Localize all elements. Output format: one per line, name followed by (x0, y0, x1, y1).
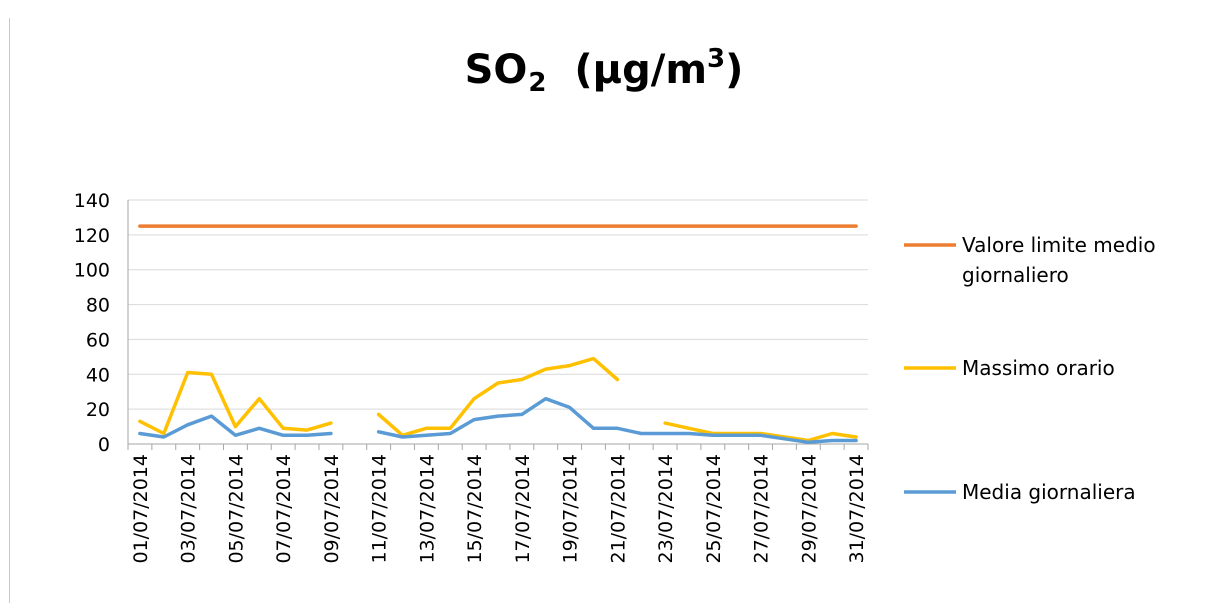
x-tick-label: 19/07/2014 (560, 454, 582, 564)
legend-label-1: Massimo orario (962, 356, 1115, 380)
left-border-line (9, 18, 10, 603)
y-tick-label-0: 0 (98, 434, 110, 456)
y-tick-label-100: 100 (74, 260, 110, 282)
title-main: SO (464, 47, 528, 93)
y-tick-label-80: 80 (86, 295, 110, 317)
y-tick-label-140: 140 (74, 190, 110, 212)
legend-label-line: Massimo orario (962, 356, 1115, 380)
x-tick-label: 17/07/2014 (512, 454, 534, 564)
x-tick-label: 13/07/2014 (416, 454, 438, 564)
y-tick-label-120: 120 (74, 225, 110, 247)
series-lines (138, 224, 858, 445)
series-line-1 (138, 370, 333, 436)
chart-title: SO2 (μg/m3) (0, 44, 1208, 98)
x-tick-label: 27/07/2014 (751, 454, 773, 564)
y-tick-label-60: 60 (86, 329, 110, 351)
title-subscript: 2 (528, 68, 547, 98)
title-units-post: ) (725, 47, 744, 93)
x-tick-label: 01/07/2014 (130, 454, 152, 564)
legend-label-line: Media giornaliera (962, 480, 1136, 504)
x-tick-label: 31/07/2014 (846, 454, 868, 564)
x-tick-label: 15/07/2014 (464, 454, 486, 564)
y-tick-label-20: 20 (86, 399, 110, 421)
y-tick-label-40: 40 (86, 364, 110, 386)
legend-label-2: Media giornaliera (962, 480, 1136, 504)
x-tick-label: 25/07/2014 (703, 454, 725, 564)
legend-label-line: giornaliero (962, 263, 1069, 287)
x-tick-label: 21/07/2014 (607, 454, 629, 564)
x-tick-label: 03/07/2014 (178, 454, 200, 564)
legend-label-line: Valore limite medio (962, 233, 1156, 257)
legend: Valore limite medio giornaliero Massimo or… (904, 233, 1156, 504)
series-line-1 (376, 356, 620, 438)
gridlines (128, 199, 868, 410)
series-line-2 (376, 396, 858, 445)
x-tick-label: 23/07/2014 (655, 454, 677, 564)
x-tick-label: 07/07/2014 (273, 454, 295, 564)
series-line-2 (138, 414, 333, 439)
axes: 0 20 40 60 80 100 120 140 01/07/2014 03/07/2014 05… (74, 190, 869, 564)
x-tick-label: 11/07/2014 (369, 454, 391, 564)
title-units-pre: (μg/m (574, 47, 708, 93)
legend-label-0: Valore limite medio giornaliero (962, 233, 1156, 287)
series-line-1 (663, 421, 858, 443)
x-tick-label: 05/07/2014 (225, 454, 247, 564)
x-tick-label: 09/07/2014 (321, 454, 343, 564)
x-tick-label: 29/07/2014 (798, 454, 820, 564)
title-units-superscript: 3 (707, 44, 726, 74)
